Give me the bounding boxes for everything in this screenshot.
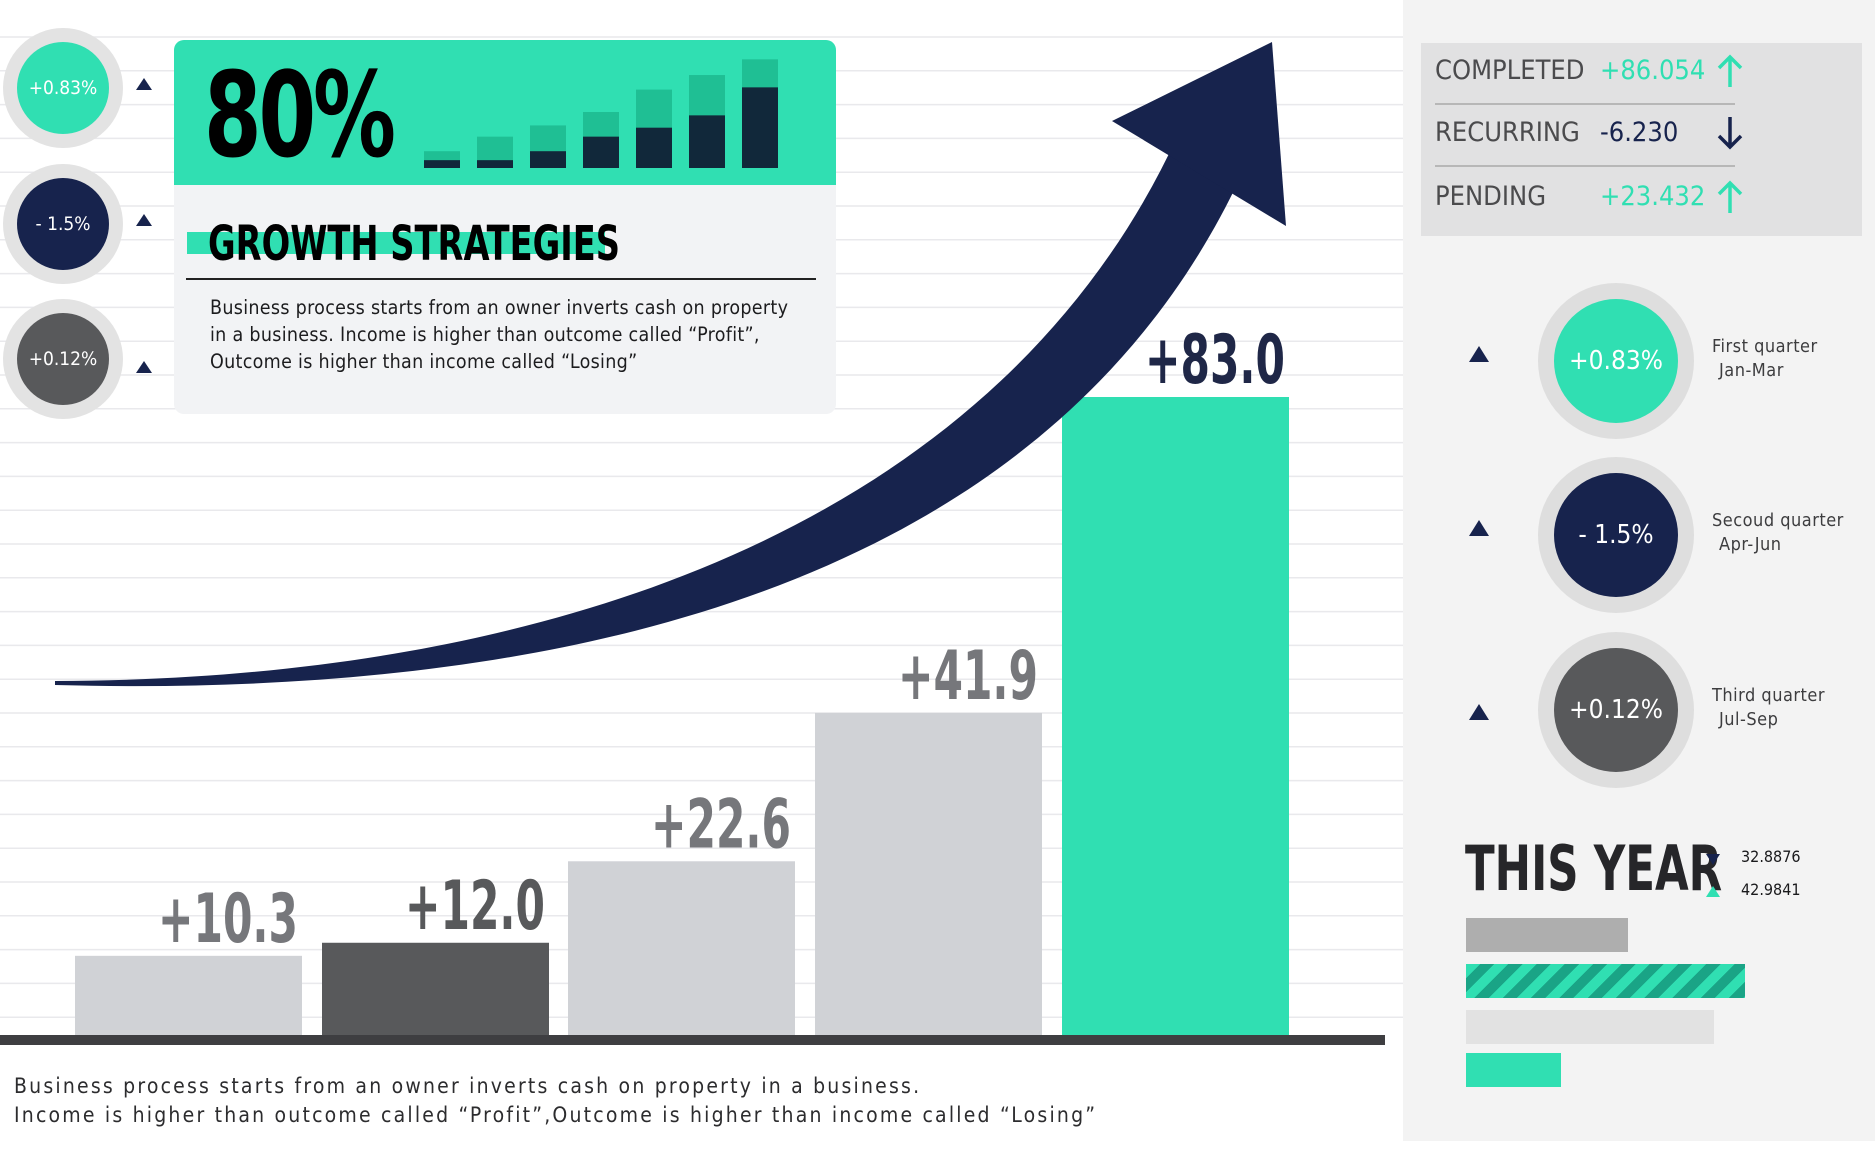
quarter-circle-value: - 1.5% bbox=[1554, 473, 1678, 597]
bar bbox=[1062, 397, 1289, 1035]
main-bar-chart: +10.3 +12.0 +22.6 +41.9 +83.0 bbox=[0, 42, 1385, 1045]
quarter-months: Apr-Jun bbox=[1719, 534, 1782, 555]
quarter-name: Third quarter bbox=[1712, 685, 1826, 706]
triangle-up-icon bbox=[1706, 886, 1720, 897]
arrow-up-icon bbox=[1717, 54, 1743, 87]
bar-data-label: +83.0 bbox=[1145, 321, 1285, 400]
bar bbox=[322, 942, 549, 1035]
stats-box: COMPLETED +86.054 RECURRING -6.230 PENDI… bbox=[1421, 43, 1862, 236]
triangle-up-icon bbox=[136, 78, 152, 90]
panel-header: 80% bbox=[174, 40, 836, 185]
quarter-months: Jul-Sep bbox=[1719, 709, 1779, 730]
trend-arrow-head-icon bbox=[1112, 42, 1286, 226]
left-circle-value: +0.12% bbox=[17, 313, 109, 405]
stat-row-pending: PENDING +23.432 bbox=[1435, 169, 1743, 229]
triangle-up-icon bbox=[1469, 346, 1489, 362]
quarter-label: First quarter Jan-Mar bbox=[1712, 335, 1818, 383]
quarter-circle: - 1.5% bbox=[1538, 457, 1694, 613]
footer-line-1: Business process starts from an owner in… bbox=[14, 1074, 922, 1098]
stat-label: RECURRING bbox=[1435, 117, 1580, 148]
left-circle: - 1.5% bbox=[3, 164, 123, 284]
triangle-up-icon bbox=[136, 214, 152, 226]
title-highlight bbox=[187, 232, 605, 254]
bar-data-label: +22.6 bbox=[651, 785, 791, 864]
triangle-up-icon bbox=[1469, 704, 1489, 720]
headline-percent: 80% bbox=[204, 46, 396, 184]
bar bbox=[815, 712, 1042, 1035]
stat-label: PENDING bbox=[1435, 181, 1547, 212]
quarter-circle: +0.83% bbox=[1538, 283, 1694, 439]
left-circle: +0.83% bbox=[3, 28, 123, 148]
quarter-name: Secoud quarter bbox=[1712, 510, 1844, 531]
panel-title: GROWTH STRATEGIES bbox=[208, 216, 621, 272]
quarter-label: Third quarter Jul-Sep bbox=[1712, 684, 1825, 732]
mini-bar-dark bbox=[477, 160, 513, 168]
panel-description: Business process starts from an owner in… bbox=[210, 296, 789, 373]
quarter-circle: +0.12% bbox=[1538, 632, 1694, 788]
triangle-up-icon bbox=[1469, 520, 1489, 536]
stat-value: +23.432 bbox=[1600, 181, 1706, 212]
title-divider bbox=[186, 278, 816, 280]
footer-description: Business process starts from an owner in… bbox=[14, 1072, 1097, 1130]
stat-row-completed: COMPLETED +86.054 bbox=[1435, 43, 1743, 105]
this-year-down-value: 32.8876 bbox=[1741, 847, 1801, 866]
trend-arrow-body bbox=[55, 137, 1240, 687]
triangle-down-icon bbox=[1706, 854, 1720, 865]
mini-bar-dark bbox=[583, 136, 619, 168]
quarter-label: Secoud quarter Apr-Jun bbox=[1712, 509, 1844, 557]
mini-bar-chart bbox=[424, 59, 778, 168]
left-circle-value: - 1.5% bbox=[17, 178, 109, 270]
mini-bar-dark bbox=[424, 160, 460, 168]
bar-data-label: +10.3 bbox=[158, 880, 298, 959]
bar bbox=[568, 861, 795, 1035]
stat-value: -6.230 bbox=[1600, 117, 1679, 148]
stat-value: +86.054 bbox=[1600, 55, 1706, 86]
bar-data-label: +12.0 bbox=[405, 867, 545, 946]
quarter-months: Jan-Mar bbox=[1719, 360, 1784, 381]
this-year-up-value: 42.9841 bbox=[1741, 880, 1801, 899]
quarter-circle-value: +0.83% bbox=[1554, 299, 1678, 423]
mini-bar-dark bbox=[636, 127, 672, 168]
bar bbox=[75, 955, 302, 1035]
stat-row-recurring: RECURRING -6.230 bbox=[1435, 105, 1743, 167]
arrow-down-icon bbox=[1717, 117, 1743, 150]
mini-bar-dark bbox=[742, 87, 778, 168]
this-year-title: THIS YEAR bbox=[1465, 832, 1723, 905]
this-year-bar bbox=[1466, 1010, 1714, 1044]
mini-bar-dark bbox=[689, 115, 725, 168]
bar-data-label: +41.9 bbox=[898, 637, 1038, 716]
this-year-bar bbox=[1466, 918, 1628, 952]
arrow-up-icon bbox=[1717, 180, 1743, 213]
mini-bar-dark bbox=[530, 151, 566, 168]
chart-baseline bbox=[0, 1035, 1385, 1045]
left-circle-value: +0.83% bbox=[17, 42, 109, 134]
stat-label: COMPLETED bbox=[1435, 55, 1585, 86]
triangle-up-icon bbox=[136, 361, 152, 373]
left-circle: +0.12% bbox=[3, 299, 123, 419]
quarter-circle-value: +0.12% bbox=[1554, 648, 1678, 772]
this-year-bar bbox=[1466, 1053, 1561, 1087]
footer-line-2: Income is higher than outcome called “Pr… bbox=[14, 1103, 1098, 1127]
this-year-bar bbox=[1466, 964, 1745, 998]
growth-strategies-panel: 80% GROWTH STRATEGIES Business process s… bbox=[174, 40, 836, 414]
quarter-name: First quarter bbox=[1712, 336, 1818, 357]
